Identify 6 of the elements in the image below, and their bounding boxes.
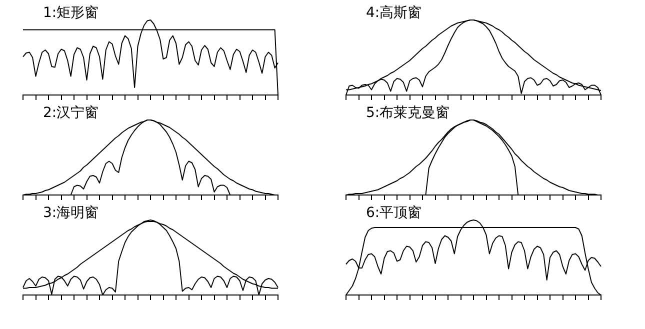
chart-title: 2:汉宁窗 — [43, 104, 99, 122]
chart-title: 1:矩形窗 — [43, 4, 99, 22]
chart-title: 6:平顶窗 — [366, 204, 422, 222]
chart-title: 3:海明窗 — [43, 204, 99, 222]
chart-title: 4:高斯窗 — [366, 4, 422, 22]
chart-title: 5:布莱克曼窗 — [366, 104, 450, 122]
